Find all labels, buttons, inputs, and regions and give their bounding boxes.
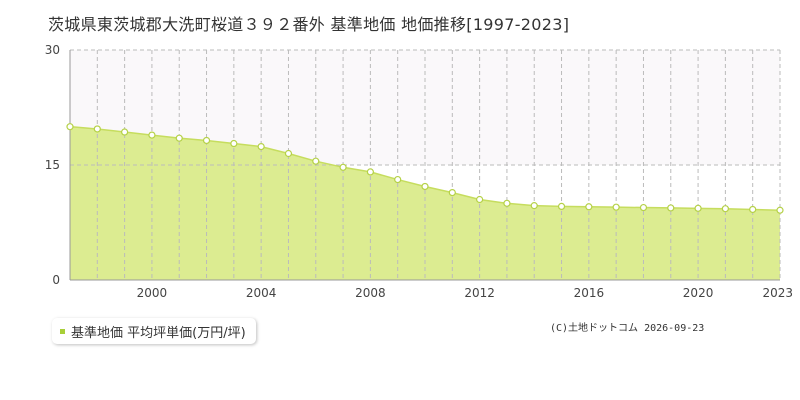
legend: 基準地価 平均坪単価(万円/坪) [52,318,256,344]
data-point [530,202,538,210]
data-point [121,128,129,136]
data-point [448,189,456,197]
data-point [749,205,757,214]
data-point [230,139,238,148]
x-tick-label: 2000 [137,286,168,300]
x-tick-label: 2023 [762,286,793,300]
x-tick-label: 2008 [355,286,386,300]
x-tick-label: 2016 [574,286,605,300]
data-point [339,163,347,171]
y-tick-label: 30 [45,43,60,57]
data-point [394,175,402,184]
data-point [585,203,593,211]
legend-label: 基準地価 平均坪単価(万円/坪) [71,325,246,341]
data-point [639,203,648,212]
data-point [257,143,265,151]
y-tick-label: 0 [52,273,60,287]
data-point [667,204,675,212]
x-tick-label: 2004 [246,286,277,300]
data-point [366,168,374,176]
data-point [612,203,620,211]
data-point [694,204,702,212]
copyright-text: (C)土地ドットコム 2026-09-23 [550,323,705,334]
data-point [503,199,511,207]
y-tick-label: 15 [45,158,60,172]
data-point [175,134,183,142]
data-point [284,149,293,158]
data-point [66,123,74,131]
data-point [93,125,101,133]
data-point [721,205,729,213]
x-tick-label: 2012 [464,286,495,300]
data-point [312,157,320,165]
data-point [421,182,429,191]
data-point [557,202,566,210]
data-point [476,195,484,204]
x-tick-label: 2020 [683,286,714,300]
data-point [202,136,211,145]
chart-title: 茨城県東茨城郡大洗町桜道３９２番外 基準地価 地価推移[1997-2023] [48,15,570,34]
data-point [776,206,784,214]
legend-swatch [60,328,65,334]
data-point [148,131,156,139]
